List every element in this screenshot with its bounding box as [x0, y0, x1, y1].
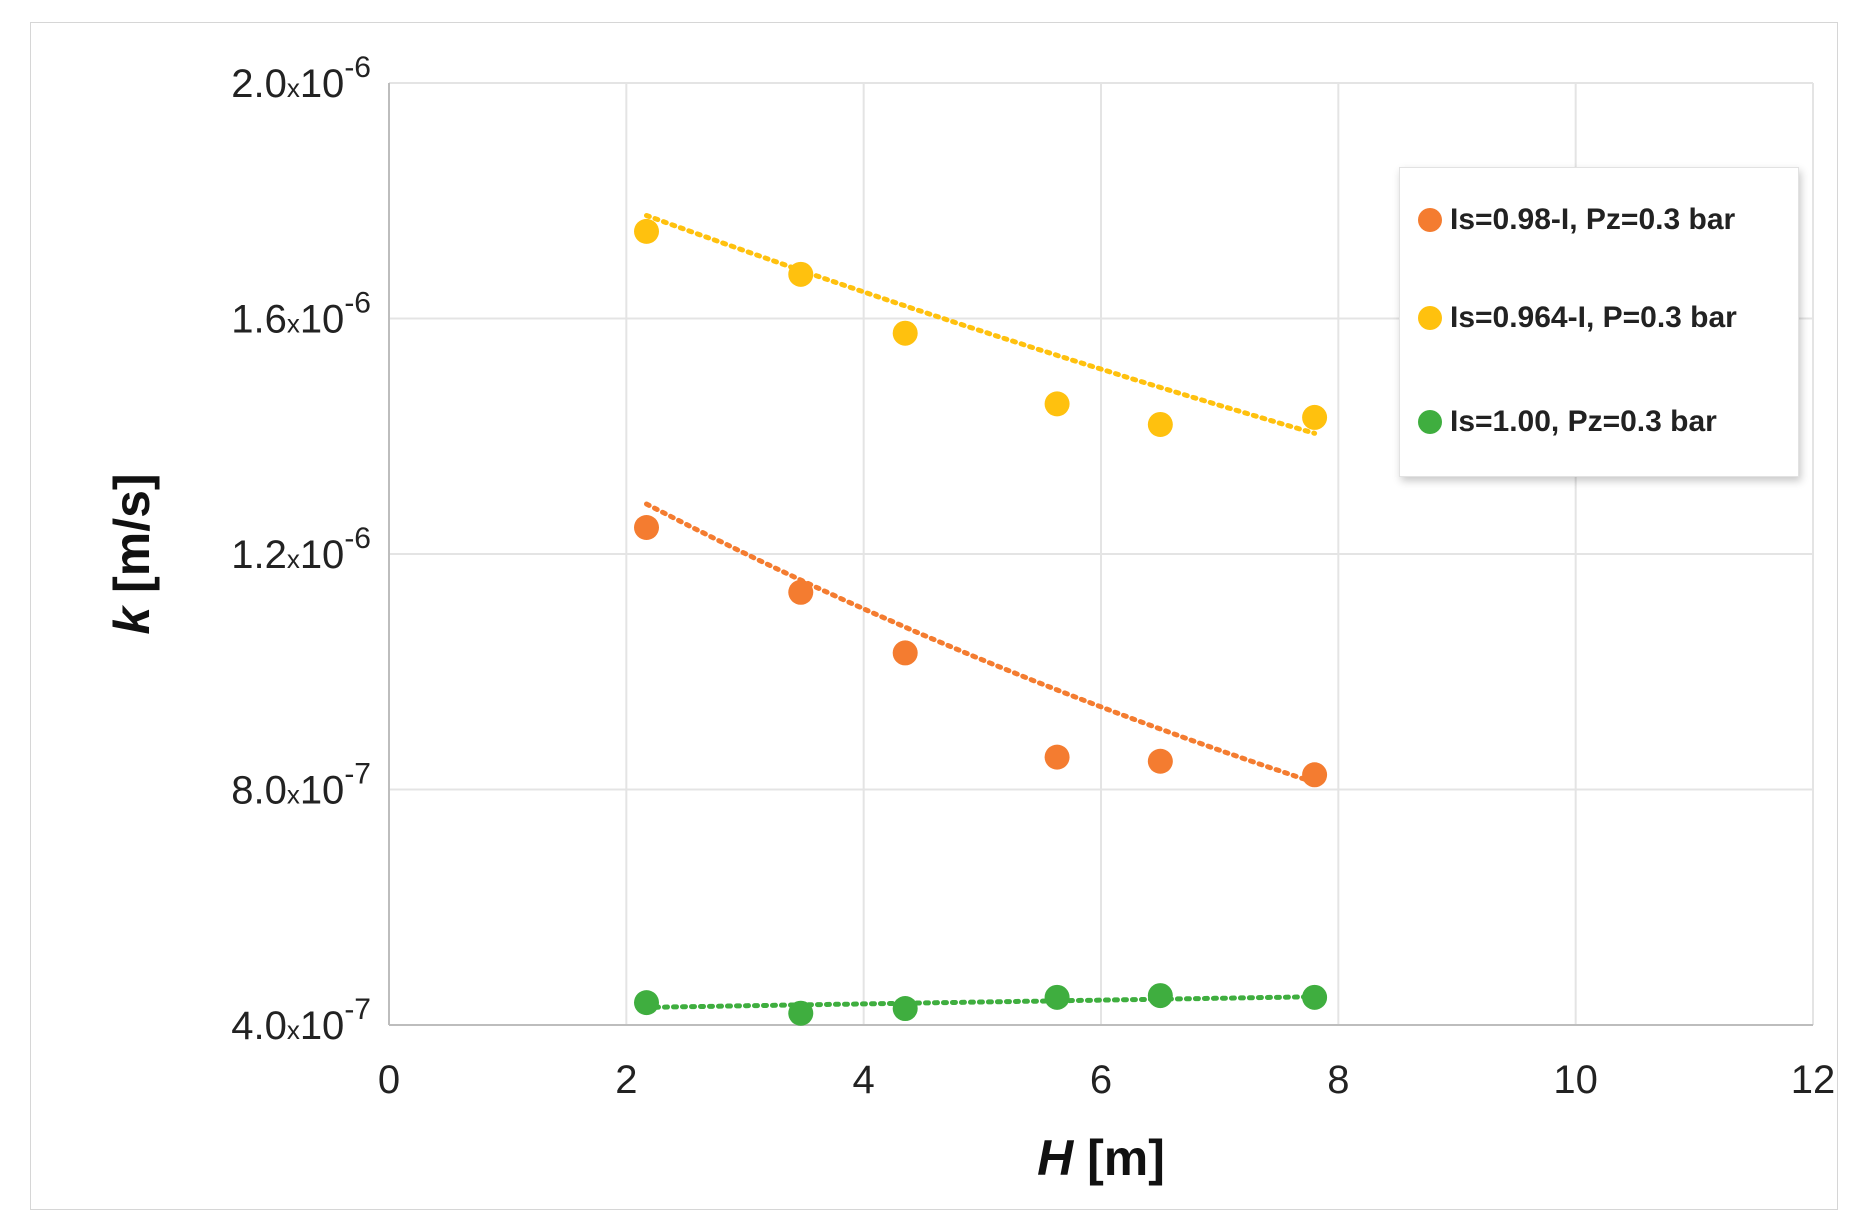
- y-tick-label-1: 8.0x10-7: [231, 758, 371, 813]
- data-point-series-2-4: [1044, 391, 1070, 417]
- data-point-series-1-2: [788, 579, 814, 605]
- x-axis-title: H [m]: [1037, 1130, 1165, 1186]
- trendline-series-1: [644, 501, 1318, 785]
- data-point-series-3-3: [892, 996, 918, 1022]
- chart-frame: 0 2 4 6 8 10 12 4.0x10-7 8.0x10-7 1.2x10-6 1.6x10-…: [30, 22, 1838, 1210]
- trendline-series-2: [644, 213, 1318, 436]
- data-point-series-1-5: [1147, 748, 1173, 774]
- x-tick-label-0: 0: [378, 1058, 400, 1102]
- legend: Is=0.98-I, Pz=0.3 bar Is=0.964-I, P=0.3 …: [1399, 167, 1799, 477]
- x-tick-label-4: 8: [1327, 1058, 1349, 1102]
- x-tick-label-3: 6: [1090, 1058, 1112, 1102]
- data-point-series-2-1: [634, 218, 660, 244]
- legend-item-series-3: Is=1.00, Pz=0.3 bar: [1418, 402, 1717, 442]
- x-tick-label-6: 12: [1791, 1058, 1836, 1102]
- x-tick-label-5: 10: [1553, 1058, 1598, 1102]
- data-point-series-3-6: [1302, 984, 1328, 1010]
- data-point-series-1-1: [634, 515, 660, 541]
- legend-label-series-2: Is=0.964-I, P=0.3 bar: [1450, 301, 1737, 334]
- x-tick-label-1: 2: [615, 1058, 637, 1102]
- y-tick-label-2: 1.2x10-6: [231, 522, 371, 577]
- y-tick-label-0: 4.0x10-7: [231, 993, 371, 1048]
- data-point-series-1-6: [1302, 762, 1328, 788]
- x-tick-label-2: 4: [853, 1058, 875, 1102]
- data-point-series-3-1: [634, 990, 660, 1016]
- legend-marker-series-3: [1418, 410, 1442, 434]
- data-point-series-2-3: [892, 320, 918, 346]
- data-point-series-3-5: [1147, 983, 1173, 1009]
- data-point-series-2-2: [788, 261, 814, 287]
- legend-item-series-2: Is=0.964-I, P=0.3 bar: [1418, 298, 1737, 338]
- y-tick-label-4: 2.0x10-6: [231, 51, 371, 106]
- data-point-series-3-4: [1044, 984, 1070, 1010]
- legend-label-series-3: Is=1.00, Pz=0.3 bar: [1450, 405, 1717, 438]
- trendline-series-3: [644, 994, 1318, 1010]
- data-point-series-2-6: [1302, 404, 1328, 430]
- legend-item-series-1: Is=0.98-I, Pz=0.3 bar: [1418, 200, 1735, 240]
- legend-marker-series-2: [1418, 306, 1442, 330]
- y-tick-label-3: 1.6x10-6: [231, 287, 371, 342]
- data-point-series-1-3: [892, 640, 918, 666]
- data-point-series-3-2: [788, 1000, 814, 1026]
- legend-label-series-1: Is=0.98-I, Pz=0.3 bar: [1450, 203, 1736, 236]
- data-point-series-1-4: [1044, 744, 1070, 770]
- data-point-series-2-5: [1147, 411, 1173, 437]
- y-axis-title: k [m/s]: [104, 473, 160, 634]
- legend-marker-series-1: [1418, 208, 1442, 232]
